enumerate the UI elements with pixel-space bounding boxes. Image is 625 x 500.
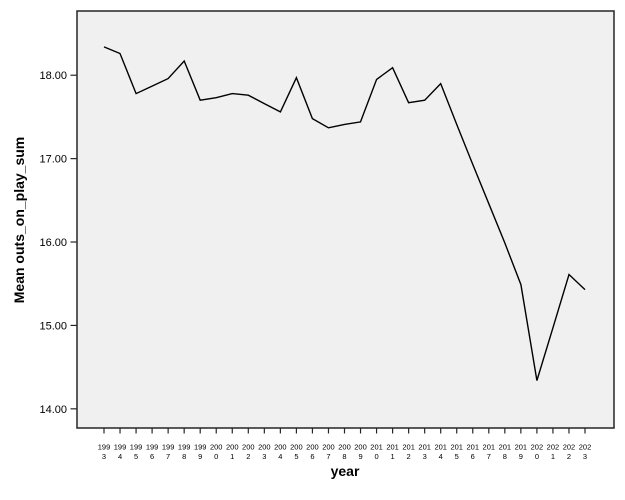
x-tick-label-line1: 199 — [114, 443, 127, 452]
x-tick-label-line2: 3 — [102, 452, 106, 461]
x-tick-label-line2: 7 — [326, 452, 330, 461]
x-tick-label-line1: 202 — [531, 443, 544, 452]
x-tick-label-line1: 201 — [467, 443, 480, 452]
x-tick-label-line1: 201 — [483, 443, 496, 452]
x-tick-label-line1: 202 — [547, 443, 560, 452]
x-tick-label-line2: 5 — [134, 452, 138, 461]
x-tick-label-line1: 200 — [210, 443, 223, 452]
plot-background — [77, 11, 614, 428]
x-tick-label-line1: 201 — [434, 443, 447, 452]
x-tick-label-line2: 0 — [535, 452, 539, 461]
x-tick-label-line1: 199 — [146, 443, 159, 452]
x-tick-label-line1: 199 — [178, 443, 191, 452]
x-tick-label-line1: 200 — [258, 443, 271, 452]
data-line — [103, 46, 586, 381]
x-tick-label-line1: 201 — [499, 443, 512, 452]
x-tick-label-line2: 6 — [471, 452, 475, 461]
x-tick-label-line1: 200 — [242, 443, 255, 452]
x-tick-label-line2: 0 — [214, 452, 218, 461]
x-tick-label-line2: 3 — [583, 452, 587, 461]
y-tick-label: 14.00 — [39, 404, 67, 416]
x-tick-label-line1: 201 — [370, 443, 383, 452]
x-tick-label-line1: 199 — [162, 443, 175, 452]
x-tick-label-line1: 200 — [322, 443, 335, 452]
x-tick-label-line2: 9 — [198, 452, 202, 461]
y-tick-label: 16.00 — [39, 237, 67, 249]
x-tick-label-line1: 201 — [402, 443, 415, 452]
y-tick-label: 18.00 — [39, 70, 67, 82]
x-tick-label-line2: 6 — [150, 452, 154, 461]
x-tick-label-line2: 4 — [278, 452, 282, 461]
x-tick-label-line2: 9 — [519, 452, 523, 461]
x-tick-label-line2: 3 — [262, 452, 266, 461]
x-tick-label-line1: 200 — [226, 443, 239, 452]
x-tick-label-line1: 201 — [418, 443, 431, 452]
x-tick-label-line2: 2 — [407, 452, 411, 461]
x-tick-label-line1: 200 — [306, 443, 319, 452]
x-tick-label-line1: 200 — [354, 443, 367, 452]
plot-frame — [76, 10, 615, 429]
x-tick-label-line2: 8 — [503, 452, 507, 461]
x-tick-label-line1: 199 — [130, 443, 143, 452]
x-tick-label-line2: 7 — [487, 452, 491, 461]
x-tick-label-line1: 199 — [194, 443, 207, 452]
x-tick-label-line1: 202 — [563, 443, 576, 452]
x-tick-label-line2: 4 — [118, 452, 122, 461]
x-tick-label-line2: 4 — [439, 452, 443, 461]
x-tick-label-line2: 1 — [230, 452, 234, 461]
x-tick-label-line2: 5 — [294, 452, 298, 461]
x-tick-label-line1: 200 — [274, 443, 287, 452]
x-tick-label-line1: 201 — [386, 443, 399, 452]
x-tick-label-line2: 7 — [166, 452, 170, 461]
x-tick-label-line2: 8 — [182, 452, 186, 461]
x-tick-label-line2: 2 — [246, 452, 250, 461]
x-tick-label-line2: 9 — [358, 452, 362, 461]
x-tick-label-line1: 199 — [98, 443, 111, 452]
x-tick-label-line1: 202 — [579, 443, 592, 452]
x-tick-label-line1: 201 — [450, 443, 463, 452]
x-tick-label-line2: 1 — [391, 452, 395, 461]
x-tick-label-line2: 8 — [342, 452, 346, 461]
x-tick-label-line2: 2 — [567, 452, 571, 461]
y-axis-title: Mean outs_on_play_sum — [11, 136, 27, 304]
x-tick-label-line2: 6 — [310, 452, 314, 461]
x-tick-label-line2: 5 — [455, 452, 459, 461]
x-axis-title: year — [330, 463, 360, 479]
x-tick-label-line1: 200 — [338, 443, 351, 452]
x-tick-label-line2: 0 — [374, 452, 378, 461]
y-tick-label: 17.00 — [39, 154, 67, 166]
y-tick-label: 15.00 — [39, 320, 67, 332]
x-tick-label-line1: 200 — [290, 443, 303, 452]
x-tick-label-line1: 201 — [515, 443, 528, 452]
x-tick-label-line2: 1 — [551, 452, 555, 461]
x-tick-label-line2: 3 — [423, 452, 427, 461]
